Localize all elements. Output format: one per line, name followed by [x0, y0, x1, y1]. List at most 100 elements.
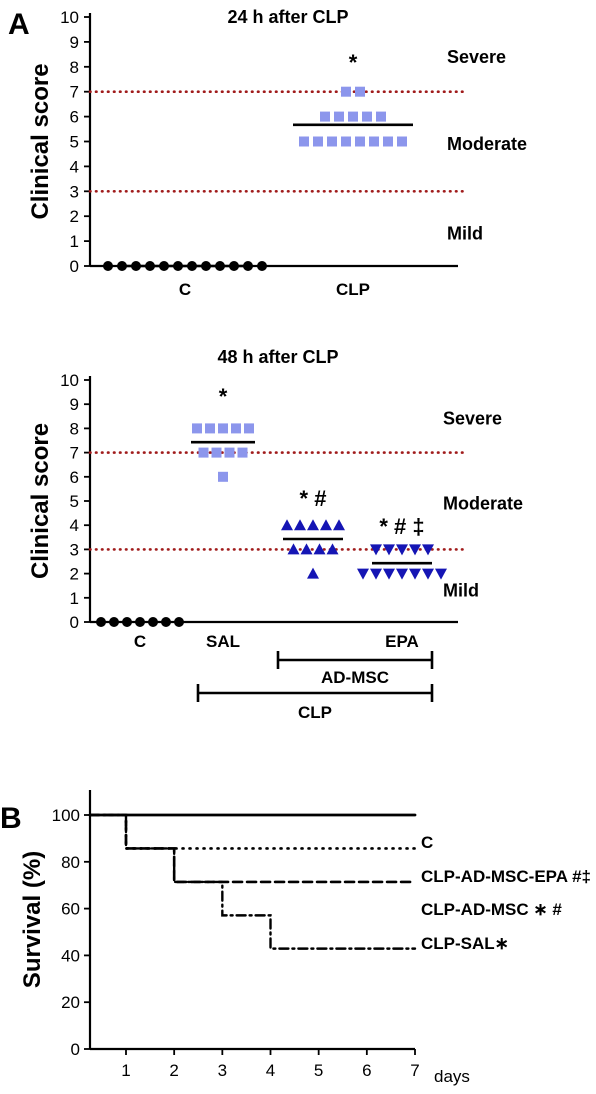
y-tick-label: 10 [60, 8, 79, 27]
significance-mark: * # [300, 486, 327, 511]
y-tick-label: 6 [70, 108, 79, 127]
y-tick-label: 5 [70, 133, 79, 152]
y-tick-label: 3 [70, 182, 79, 201]
data-point [376, 111, 386, 122]
category-label: C [179, 280, 191, 299]
data-point [357, 568, 369, 580]
data-point [409, 568, 421, 580]
series-label: CLP-AD-MSC ∗ # [421, 900, 562, 919]
panel-label: B [0, 802, 22, 835]
data-point [243, 261, 253, 271]
category-label: CLP [336, 280, 370, 299]
data-point [362, 111, 372, 122]
severity-label: Severe [447, 47, 506, 67]
data-point [161, 617, 171, 627]
y-tick-label: 4 [70, 157, 79, 176]
data-point [341, 86, 351, 97]
y-tick-label: 9 [70, 395, 79, 414]
severity-label: Moderate [443, 493, 523, 513]
y-tick-label: 60 [61, 900, 80, 919]
data-point [244, 423, 254, 434]
data-point [237, 447, 248, 458]
data-point [435, 568, 447, 580]
significance-mark: * # ‡ [379, 514, 424, 539]
y-tick-label: 1 [70, 589, 79, 608]
data-point [218, 471, 228, 482]
data-point [192, 423, 202, 434]
data-point [327, 136, 337, 147]
data-point [109, 617, 119, 627]
y-tick-label: 0 [71, 1040, 80, 1059]
bracket-label: AD-MSC [321, 668, 389, 687]
data-point [370, 568, 382, 580]
significance-mark: * [349, 50, 358, 75]
severity-label: Severe [443, 409, 502, 429]
data-point [397, 136, 407, 147]
data-point [320, 111, 330, 122]
category-label: EPA [385, 632, 419, 651]
data-point [348, 111, 358, 122]
data-point [422, 544, 434, 556]
category-label: C [134, 632, 146, 651]
data-point [307, 567, 319, 579]
data-point [313, 543, 326, 555]
chart-title: 24 h after CLP [227, 7, 348, 27]
data-point [409, 544, 421, 556]
data-point [320, 519, 332, 531]
series-label: C [421, 833, 433, 852]
data-point [383, 136, 393, 147]
y-tick-label: 4 [70, 516, 79, 535]
data-point [117, 261, 127, 271]
data-point [287, 543, 300, 555]
data-point [96, 617, 106, 627]
data-point [257, 261, 267, 271]
data-point [299, 136, 309, 147]
survival-line [88, 813, 417, 950]
data-point [231, 423, 241, 434]
severity-label: Mild [443, 581, 479, 601]
x-tick-label: 6 [362, 1061, 371, 1080]
data-point [341, 136, 351, 147]
y-tick-label: 7 [70, 444, 79, 463]
data-point [198, 447, 209, 458]
y-tick-label: 20 [61, 993, 80, 1012]
data-point [333, 519, 345, 531]
bracket-label: CLP [298, 703, 332, 722]
y-tick-label: 0 [70, 257, 79, 276]
data-point [383, 544, 395, 556]
x-tick-label: 3 [218, 1061, 227, 1080]
y-axis-label: Survival (%) [19, 851, 46, 988]
y-tick-label: 5 [70, 492, 79, 511]
data-point [148, 617, 158, 627]
significance-mark: * [219, 384, 228, 409]
y-tick-label: 6 [70, 468, 79, 487]
data-point [370, 544, 382, 556]
data-point [334, 111, 344, 122]
data-point [313, 136, 323, 147]
data-point [103, 261, 113, 271]
x-axis-label: days [434, 1067, 470, 1086]
y-tick-label: 2 [70, 207, 79, 226]
data-point [396, 568, 408, 580]
data-point [224, 447, 235, 458]
severity-label: Moderate [447, 134, 527, 154]
data-point [281, 519, 293, 531]
data-point [135, 617, 145, 627]
y-tick-label: 2 [70, 565, 79, 584]
data-point [174, 617, 184, 627]
x-tick-label: 2 [169, 1061, 178, 1080]
y-tick-label: 3 [70, 540, 79, 559]
data-point [300, 543, 313, 555]
y-tick-label: 1 [70, 232, 79, 251]
y-tick-label: 0 [70, 613, 79, 632]
data-point [369, 136, 379, 147]
data-point [383, 568, 395, 580]
y-axis-label: Clinical score [27, 423, 54, 579]
y-tick-label: 9 [70, 33, 79, 52]
x-tick-label: 5 [314, 1061, 323, 1080]
data-point [218, 423, 228, 434]
data-point [122, 617, 132, 627]
data-point [326, 543, 339, 555]
series-label: CLP-SAL∗ [421, 934, 509, 953]
survival-line [88, 813, 417, 850]
